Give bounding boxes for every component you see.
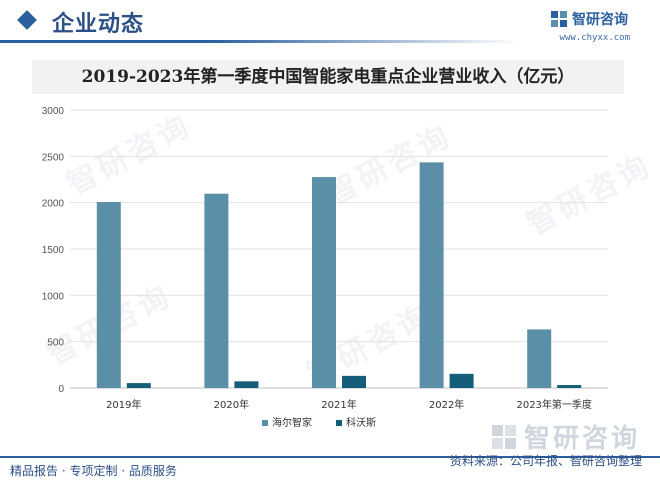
bottom-logo-text: 智研咨询 bbox=[523, 424, 640, 454]
legend-label: 科沃斯 bbox=[346, 416, 376, 429]
bottom-logo: 智研咨询 bbox=[490, 418, 640, 455]
x-tick-label: 2023年第一季度 bbox=[516, 398, 591, 411]
y-tick-label: 500 bbox=[47, 338, 64, 349]
legend-swatch bbox=[336, 420, 342, 426]
legend-swatch bbox=[262, 420, 268, 426]
x-tick-label: 2021年 bbox=[321, 398, 356, 411]
bar bbox=[234, 381, 259, 388]
x-tick-label: 2022年 bbox=[429, 398, 464, 411]
x-tick-label: 2020年 bbox=[214, 398, 249, 411]
footer-divider bbox=[0, 456, 660, 458]
footer-tagline: 精品报告 · 专项定制 · 品质服务 bbox=[10, 464, 177, 478]
y-tick-label: 1500 bbox=[42, 245, 65, 256]
bar bbox=[419, 162, 444, 388]
diamond-icon bbox=[17, 10, 37, 30]
bottom-logo-icon bbox=[491, 424, 516, 449]
x-tick-label: 2019年 bbox=[106, 398, 141, 411]
brand-name: 智研咨询 bbox=[572, 12, 628, 28]
y-tick-label: 2500 bbox=[42, 152, 65, 163]
bar bbox=[342, 375, 366, 388]
bar bbox=[126, 383, 151, 388]
bar-chart: 0 500 1000 1500 2000 2500 3000 2019年 2020年 2021年 2… bbox=[42, 106, 608, 429]
bar bbox=[527, 329, 552, 388]
bar bbox=[204, 193, 229, 388]
y-tick-label: 0 bbox=[58, 384, 64, 395]
bar bbox=[557, 385, 582, 388]
footer-source: 资料来源：公司年报、智研咨询整理 bbox=[449, 454, 642, 468]
brand-url[interactable]: www.chyxx.com bbox=[559, 33, 630, 43]
legend-label: 海尔智家 bbox=[272, 416, 312, 429]
brand-logo-icon bbox=[551, 11, 567, 27]
section-title: 企业动态 bbox=[52, 12, 145, 37]
header: 企业动态 智研咨询 www.chyxx.com bbox=[0, 0, 660, 46]
bar bbox=[96, 202, 121, 388]
header-divider bbox=[0, 40, 520, 43]
bar bbox=[449, 373, 474, 388]
bar bbox=[312, 177, 336, 388]
y-tick-label: 3000 bbox=[42, 106, 65, 117]
chart-title-bar: 2019-2023年第一季度中国智能家电重点企业营业收入（亿元） bbox=[32, 60, 624, 94]
brand: 智研咨询 bbox=[550, 9, 628, 29]
chart-title: 2019-2023年第一季度中国智能家电重点企业营业收入（亿元） bbox=[81, 67, 575, 87]
y-tick-label: 1000 bbox=[42, 291, 65, 302]
y-tick-label: 2000 bbox=[42, 199, 65, 210]
